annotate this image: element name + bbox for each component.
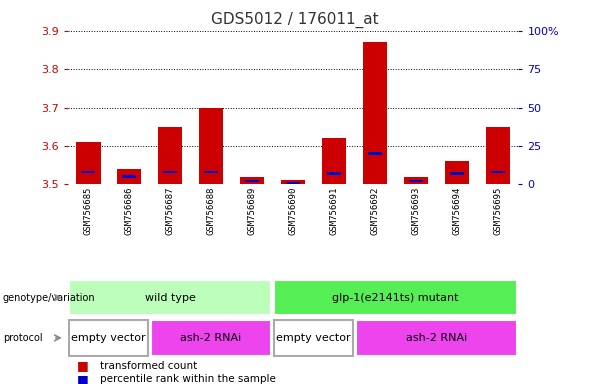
Bar — [368, 152, 382, 155]
Bar — [274, 280, 517, 315]
Text: GSM756685: GSM756685 — [84, 187, 92, 235]
Bar — [491, 171, 505, 173]
Bar — [286, 182, 300, 184]
Text: GSM756688: GSM756688 — [207, 187, 216, 235]
Bar — [450, 172, 464, 175]
Bar — [158, 127, 183, 184]
Text: GSM756686: GSM756686 — [125, 187, 134, 235]
Bar — [409, 180, 423, 182]
Text: wild type: wild type — [145, 293, 196, 303]
Bar — [163, 171, 177, 173]
Text: ash-2 RNAi: ash-2 RNAi — [406, 333, 467, 343]
Bar — [76, 142, 101, 184]
Bar — [240, 177, 264, 184]
Bar — [204, 171, 218, 173]
Text: GSM756687: GSM756687 — [166, 187, 175, 235]
Bar — [403, 177, 428, 184]
Bar — [327, 172, 341, 175]
Bar — [445, 161, 469, 184]
Text: ■: ■ — [77, 359, 88, 372]
Text: empty vector: empty vector — [71, 333, 146, 343]
Bar — [274, 320, 353, 356]
Bar — [117, 169, 141, 184]
Bar — [70, 320, 148, 356]
Bar — [322, 138, 346, 184]
Bar — [199, 108, 223, 184]
Text: percentile rank within the sample: percentile rank within the sample — [100, 374, 276, 384]
Text: GSM756693: GSM756693 — [411, 187, 421, 235]
Text: empty vector: empty vector — [276, 333, 351, 343]
Bar — [245, 180, 259, 182]
Text: GSM756692: GSM756692 — [370, 187, 379, 235]
Bar — [151, 320, 271, 356]
Bar — [70, 280, 271, 315]
Bar — [485, 127, 510, 184]
Bar — [281, 180, 305, 184]
Text: transformed count: transformed count — [100, 361, 197, 371]
Text: glp-1(e2141ts) mutant: glp-1(e2141ts) mutant — [332, 293, 459, 303]
Text: GSM756690: GSM756690 — [289, 187, 297, 235]
Bar — [356, 320, 517, 356]
Text: genotype/variation: genotype/variation — [3, 293, 95, 303]
Text: GSM756691: GSM756691 — [329, 187, 339, 235]
Bar — [363, 42, 387, 184]
Text: protocol: protocol — [3, 333, 42, 343]
Text: GSM756694: GSM756694 — [452, 187, 461, 235]
Text: GSM756695: GSM756695 — [494, 187, 502, 235]
Text: GSM756689: GSM756689 — [247, 187, 257, 235]
Text: ■: ■ — [77, 373, 88, 384]
Bar — [81, 171, 95, 173]
Text: ash-2 RNAi: ash-2 RNAi — [180, 333, 241, 343]
Text: GDS5012 / 176011_at: GDS5012 / 176011_at — [211, 12, 378, 28]
Bar — [123, 175, 136, 178]
